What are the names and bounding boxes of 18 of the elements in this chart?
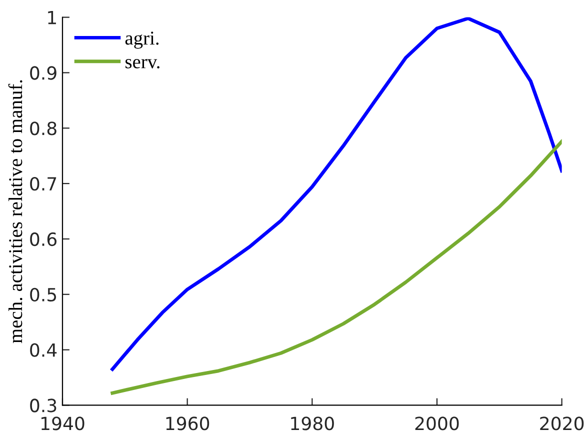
y-tick-label: 0.8 — [30, 122, 56, 136]
line-series — [110, 140, 562, 395]
y-tick-label: 1 — [48, 10, 56, 24]
legend-label: agri. — [125, 32, 159, 49]
line-series — [110, 17, 562, 371]
x-tick-label: 2000 — [415, 416, 459, 430]
y-axis-title: mech. activities relative to manuf. — [8, 80, 22, 344]
y-tick-label: 0.4 — [30, 343, 57, 357]
y-tick-label: 0.9 — [30, 66, 56, 80]
x-tick-label: 2020 — [540, 416, 584, 430]
y-tick-label: 0.7 — [30, 176, 56, 191]
y-tick-label: 0.6 — [30, 232, 56, 246]
x-tick-label: 1940 — [41, 416, 84, 430]
y-tick-label: 0.3 — [30, 398, 56, 412]
x-tick-label: 1960 — [166, 416, 210, 430]
x-tick-label: 1980 — [291, 416, 334, 430]
legend-label: serv. — [126, 58, 160, 68]
y-tick-label: 0.5 — [30, 288, 56, 302]
